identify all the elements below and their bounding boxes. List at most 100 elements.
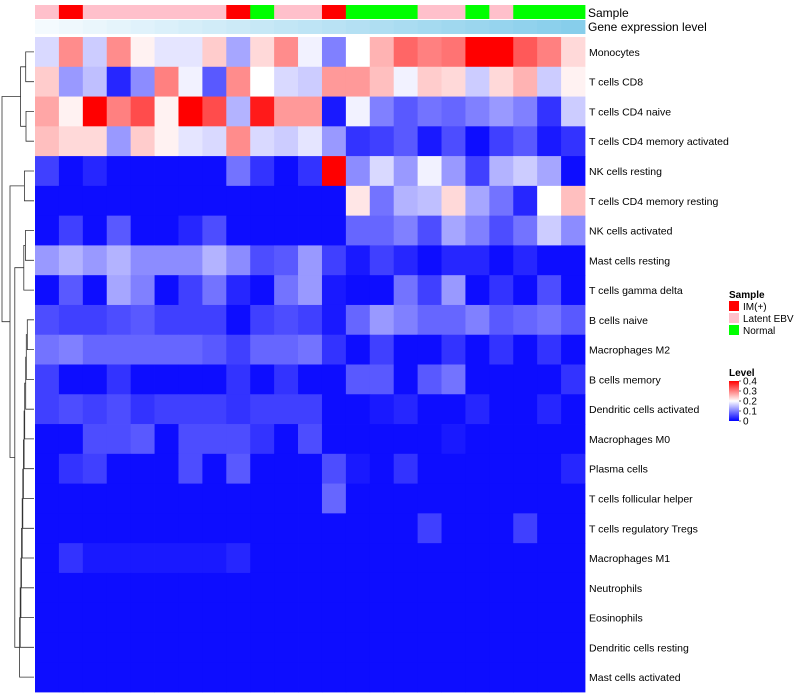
heatmap-cell [226, 483, 251, 514]
heatmap-cell [369, 424, 395, 455]
heatmap-cell [489, 602, 514, 633]
heatmap-cell [513, 662, 538, 693]
heatmap-cell [35, 334, 60, 365]
heatmap-cell [393, 245, 419, 276]
heatmap-cell [154, 632, 179, 663]
heatmap-cell [298, 245, 323, 276]
heatmap-cell [35, 632, 60, 663]
heatmap-cell [82, 126, 108, 157]
heatmap-cell [393, 453, 419, 484]
heatmap-cell [465, 572, 490, 604]
heatmap-cell [537, 126, 562, 157]
heatmap-cell [561, 37, 586, 68]
heatmap-cell [513, 394, 538, 425]
heatmap-cell [465, 513, 490, 544]
heatmap-cell [345, 126, 371, 157]
heatmap-cell [393, 156, 419, 187]
heatmap-cell [274, 424, 299, 455]
heatmap-cell [178, 275, 203, 306]
heatmap-cell [417, 156, 442, 187]
heatmap-cell [58, 453, 84, 484]
heatmap-cell [417, 662, 442, 693]
heatmap-cell [465, 96, 490, 127]
heatmap-cell [274, 185, 299, 217]
heatmap-cell [441, 602, 466, 633]
heatmap-cell [274, 394, 299, 425]
heatmap-cell [321, 364, 347, 395]
heatmap-cell [226, 126, 251, 157]
heatmap-cell [274, 513, 299, 544]
row-label: Macrophages M0 [589, 434, 670, 446]
heatmap-cell [58, 483, 84, 514]
heatmap-cell [154, 602, 179, 633]
heatmap-cell [489, 215, 514, 246]
heatmap-cell [274, 602, 299, 633]
heatmap-cell [202, 513, 227, 544]
legend-group-label: Latent EBV [743, 314, 794, 325]
heatmap-cell [417, 37, 442, 68]
heatmap-cell [417, 185, 442, 217]
sample-annotation-cell [202, 5, 227, 19]
heatmap-cell [298, 364, 323, 395]
sample-annotation-cell [513, 5, 538, 19]
heatmap-cell [513, 156, 538, 187]
sample-annotation-cell [274, 5, 299, 19]
heatmap-cell [369, 126, 395, 157]
heatmap-cell [58, 513, 84, 544]
heatmap-cell [321, 602, 347, 633]
heatmap-cell [274, 632, 299, 663]
heatmap-cell [417, 572, 442, 604]
heatmap-cell [369, 572, 395, 604]
expression-annotation-cell [58, 20, 84, 34]
heatmap-cell [58, 364, 84, 395]
heatmap-cell [465, 304, 490, 336]
heatmap-cell [274, 37, 299, 68]
sample-annotation-cell [178, 5, 203, 19]
row-label: B cells naive [589, 315, 648, 327]
legend-tick-label: 0.2 [743, 397, 757, 408]
heatmap-cell [393, 96, 419, 127]
heatmap-cell [178, 662, 203, 693]
heatmap-cell [345, 394, 371, 425]
heatmap-cell [513, 543, 538, 574]
heatmap-cell [250, 364, 275, 395]
heatmap-cell [369, 275, 395, 306]
heatmap-cell [226, 394, 251, 425]
heatmap-cell [465, 66, 490, 97]
heatmap-cell [298, 215, 323, 246]
heatmap-cell [465, 424, 490, 455]
heatmap-cell [393, 215, 419, 246]
sample-annotation-cell [226, 5, 251, 19]
heatmap-cell [537, 185, 562, 217]
heatmap-cell [321, 304, 347, 336]
sample-annotation-cell [154, 5, 179, 19]
heatmap-cell [489, 304, 514, 336]
expression-annotation-cell [537, 20, 562, 34]
heatmap-cell [465, 364, 490, 395]
heatmap-cell [274, 275, 299, 306]
heatmap-cell [250, 156, 275, 187]
heatmap-cell [202, 364, 227, 395]
heatmap-cell [513, 304, 538, 336]
heatmap-cell [321, 66, 347, 97]
heatmap-cell [441, 185, 466, 217]
heatmap-cell [345, 543, 371, 574]
heatmap-cell [537, 513, 562, 544]
heatmap-cell [465, 215, 490, 246]
heatmap-cell [178, 156, 203, 187]
expression-annotation-cell [369, 20, 395, 34]
heatmap-cell [465, 126, 490, 157]
heatmap-cell [202, 543, 227, 574]
heatmap-cell [393, 334, 419, 365]
expression-annotation-cell [298, 20, 323, 34]
heatmap-cell [321, 424, 347, 455]
heatmap-cell [226, 245, 251, 276]
heatmap-cell [489, 632, 514, 663]
heatmap-cell [178, 364, 203, 395]
heatmap-cell [274, 96, 299, 127]
row-label: T cells CD4 memory activated [589, 136, 729, 148]
heatmap-cell [250, 96, 275, 127]
heatmap-cell [226, 215, 251, 246]
